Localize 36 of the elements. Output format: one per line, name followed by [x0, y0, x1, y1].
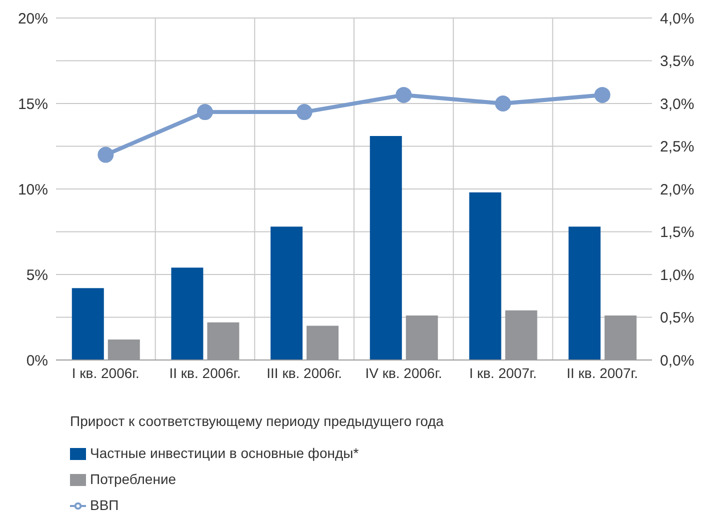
- bar: [568, 226, 601, 360]
- y-tick-label: 10%: [18, 181, 48, 198]
- point: [98, 146, 114, 163]
- bar: [72, 288, 104, 360]
- point: [296, 104, 312, 120]
- x-tick-label: III кв. 2006г.: [266, 364, 342, 381]
- y2-tick-label: 3,5%: [660, 53, 694, 70]
- y2-tick-label: 2,5%: [660, 138, 694, 156]
- y2-tick-label: 1,5%: [660, 224, 694, 242]
- x-tick-label: II кв. 2006г.: [169, 364, 241, 381]
- x-tick-label: I кв. 2007г.: [469, 364, 537, 381]
- y-tick-label: 15%: [18, 96, 48, 113]
- bar: [370, 136, 402, 360]
- y2-tick-label: 2,0%: [660, 181, 694, 198]
- point: [396, 86, 412, 103]
- legend-label: ВВП: [90, 497, 119, 513]
- point: [495, 96, 511, 112]
- legend-label: Потребление: [90, 471, 176, 487]
- point: [594, 86, 610, 103]
- x-tick-label: I кв. 2006г.: [72, 364, 140, 381]
- y-tick-label: 0%: [26, 352, 48, 370]
- y-tick-label: 20%: [18, 10, 48, 28]
- y2-tick-label: 1,0%: [660, 266, 694, 284]
- y2-tick-label: 3,0%: [660, 96, 694, 113]
- legend-label: Частные инвестиции в основные фонды*: [90, 445, 359, 461]
- bar: [270, 226, 303, 360]
- y2-tick-label: 0,5%: [660, 310, 694, 327]
- y-tick-label: 5%: [26, 266, 48, 284]
- bar: [469, 192, 502, 360]
- legend-title: Прирост к соответствующему периоду предыдущего года: [70, 413, 444, 429]
- x-tick-label: IV кв. 2006г.: [365, 364, 442, 381]
- x-tick-label: II кв. 2007г.: [566, 364, 638, 381]
- y2-tick-label: 0,0%: [660, 352, 694, 370]
- y2-tick-label: 4,0%: [660, 10, 694, 28]
- bar: [171, 268, 204, 360]
- point: [197, 104, 213, 120]
